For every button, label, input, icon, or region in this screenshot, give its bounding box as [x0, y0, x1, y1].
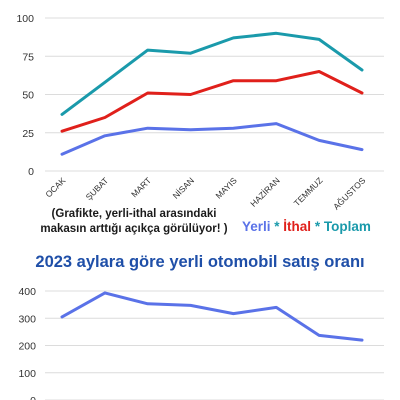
y-tick-label: 0 [30, 395, 36, 400]
y-axis: 0 25 50 75 100 [16, 13, 34, 178]
y-tick-label: 400 [18, 286, 36, 298]
legend-item: İthal [283, 219, 312, 234]
chart-top: 0 25 50 75 100 OCAK ŞUBAT MART NİSAN MAYIS HAZİRA… [16, 13, 384, 212]
y-tick-label: 300 [18, 313, 36, 325]
x-tick-label: OCAK [43, 175, 67, 199]
y-tick-label: 0 [28, 166, 34, 178]
chart-bottom: 0 100 200 300 400 [18, 286, 384, 400]
y-tick-label: 75 [22, 51, 34, 63]
series-lines [60, 291, 364, 342]
gridlines [45, 290, 384, 400]
series-line [60, 122, 364, 156]
x-tick-label: TEMMUZ [292, 175, 325, 208]
gridlines [45, 17, 384, 172]
x-tick-label: HAZİRAN [248, 175, 281, 208]
x-tick-label: ŞUBAT [84, 175, 111, 202]
series-line [60, 70, 364, 133]
chart-title: 2023 aylara göre yerli otomobil satış or… [35, 253, 365, 271]
legend-item: Toplam [323, 219, 371, 234]
legend-item: * [270, 219, 284, 234]
chart-annotation: (Grafikte, yerli-ithal arasındaki makası… [28, 207, 240, 237]
y-tick-label: 25 [22, 128, 34, 140]
y-axis: 0 100 200 300 400 [18, 286, 36, 400]
legend-item: * [311, 219, 324, 234]
x-tick-label: NİSAN [171, 175, 196, 200]
y-tick-label: 100 [16, 13, 34, 25]
y-tick-label: 50 [22, 90, 34, 102]
x-tick-label: MART [129, 175, 153, 199]
annotation-line: (Grafikte, yerli-ithal arasındaki [51, 208, 217, 220]
legend-item: Yerli [242, 219, 271, 234]
series-lines [60, 31, 364, 156]
y-tick-label: 100 [18, 368, 36, 380]
series-line [60, 31, 364, 116]
series-line [60, 291, 364, 342]
y-tick-label: 200 [18, 341, 36, 353]
x-tick-label: MAYIS [214, 175, 240, 201]
legend: Yerli * İthal * Toplam [242, 219, 371, 234]
annotation-line: makasın arttığı açıkça görülüyor! ) [40, 223, 228, 235]
x-tick-label: AĞUSTOS [331, 175, 368, 212]
